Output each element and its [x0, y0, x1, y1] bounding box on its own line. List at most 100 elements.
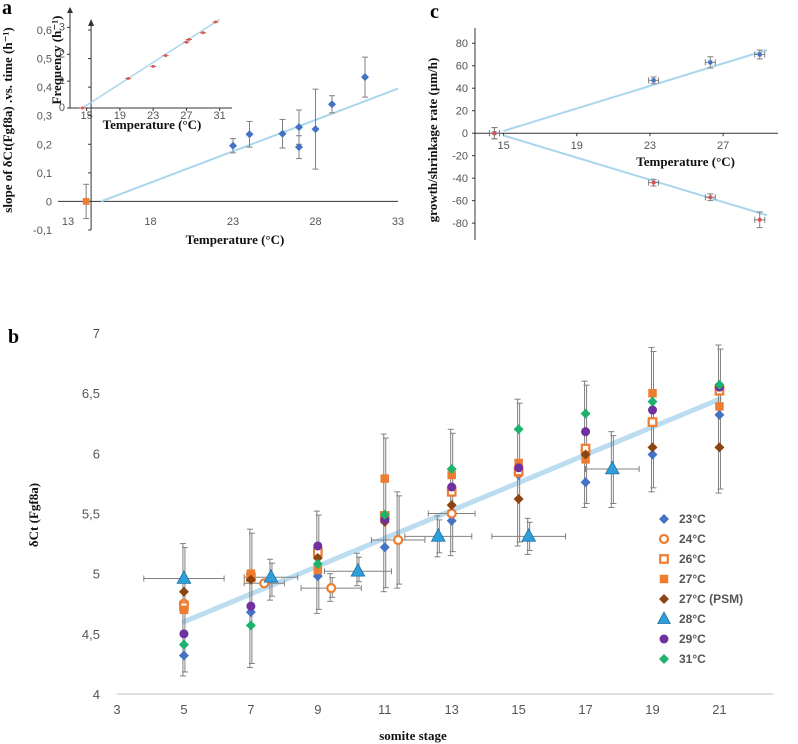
inset-data-point [80, 106, 84, 110]
legend-marker [657, 611, 671, 624]
y-tick-label: 20 [456, 106, 468, 118]
panel-c-fit-lines [503, 49, 768, 217]
data-point [229, 141, 237, 150]
x-tick-label: 23 [644, 140, 656, 152]
data-point [245, 130, 254, 139]
legend-marker [659, 574, 669, 584]
data-point [714, 442, 725, 453]
data-point [708, 60, 713, 65]
x-tick-label: 5 [180, 702, 187, 717]
inset-data-point [187, 38, 191, 42]
inset-points [79, 18, 221, 110]
panel-a-x-axis-title: Temperature (°C) [186, 232, 285, 247]
panel-c-points [488, 49, 766, 229]
panel-b-y-axis-title: δCt (Fgf8a) [26, 483, 41, 547]
inset-y-axis-arrow [67, 7, 73, 13]
panel-a-error-bars [83, 56, 368, 220]
panel-b-error-bars [143, 344, 724, 677]
data-point [326, 583, 337, 594]
data-point [176, 570, 192, 584]
y-tick-label: -20 [452, 151, 468, 163]
data-point [447, 482, 457, 492]
x-tick-label: 13 [62, 216, 74, 228]
panel-b-points [176, 379, 725, 661]
data-point [350, 562, 366, 577]
inset-x-tick-label: 31 [214, 110, 226, 122]
inset-y-tick-label: 2 [59, 48, 65, 60]
y-tick-label: 5 [93, 567, 100, 582]
x-tick-label: 28 [309, 216, 321, 228]
inset-data-point [184, 40, 188, 44]
inset-y-tick-label: 3 [59, 21, 65, 33]
data-point [246, 569, 256, 578]
panel-a-points [82, 73, 369, 205]
legend-item: 31°C [659, 652, 706, 666]
legend-label: 28°C [679, 612, 706, 626]
data-point [647, 442, 658, 453]
data-point [446, 500, 457, 511]
data-point [245, 574, 256, 585]
panel-c-axes: 15 19 23 27 -80 -60 -40 -20 0 20 40 60 80 [452, 28, 778, 240]
panel-c-x-axis-title: Temperature (°C) [636, 154, 735, 169]
data-point [651, 78, 656, 83]
legend-item: 23°C [659, 512, 706, 526]
inset-data-point [126, 76, 130, 80]
x-tick-label: 19 [645, 702, 659, 717]
data-point [580, 408, 591, 419]
legend-label: 29°C [679, 632, 706, 646]
inset-fit-line [82, 18, 221, 109]
y-tick-label: -60 [452, 196, 468, 208]
data-point [580, 449, 591, 460]
data-point [379, 542, 390, 553]
x-tick-label: 9 [314, 702, 321, 717]
data-point [651, 180, 656, 185]
data-point [513, 494, 524, 505]
data-point [430, 528, 446, 542]
data-point [446, 515, 457, 526]
y-tick-label: 40 [456, 83, 468, 95]
y-tick-label: 0,4 [37, 82, 52, 94]
inset-x-tick-label: 23 [147, 110, 159, 122]
data-point [513, 424, 524, 435]
y-tick-label: 0 [46, 196, 52, 208]
inset-y-tick-label: 0 [59, 102, 65, 114]
data-point [312, 559, 323, 570]
data-point [312, 553, 323, 564]
y-tick-label: 0,3 [37, 111, 52, 123]
inset-x-tick-label: 19 [114, 110, 126, 122]
inset-data-point [151, 64, 155, 68]
data-point [581, 427, 591, 437]
data-point [580, 477, 591, 488]
legend-label: 23°C [679, 512, 706, 526]
inset-y-axis-title: Frequency (h⁻¹) [49, 16, 64, 105]
legend-marker [659, 514, 669, 524]
y-tick-label: 0,5 [37, 54, 52, 66]
data-point [313, 541, 323, 551]
data-point [447, 470, 456, 480]
x-tick-label: 15 [497, 140, 509, 152]
data-point [446, 463, 457, 474]
y-tick-label: 0,2 [37, 139, 52, 151]
legend-marker [659, 634, 669, 644]
data-point [521, 528, 537, 542]
data-point [514, 458, 523, 468]
y-tick-label: -0,1 [33, 225, 52, 237]
legend-item: 24°C [658, 532, 706, 546]
y-tick-label: 80 [456, 38, 468, 50]
y-axis-arrow [88, 19, 95, 26]
y-tick-label: 5,5 [82, 507, 100, 522]
inset-data-point [214, 20, 218, 24]
data-point [714, 379, 725, 390]
legend-item: 28°C [657, 611, 706, 626]
data-point [313, 565, 323, 575]
data-point [278, 129, 287, 138]
y-tick-label: 0 [462, 128, 468, 140]
y-tick-label: -40 [452, 173, 468, 185]
panel-label-a: a [2, 0, 12, 19]
y-tick-label: 0,6 [37, 25, 52, 37]
panel-b-legend: 23°C 24°C 26°C 27°C 27°C (PSM) 28°C 29°C 31°C [657, 512, 743, 666]
data-point [648, 388, 657, 398]
x-tick-label: 18 [144, 216, 156, 228]
